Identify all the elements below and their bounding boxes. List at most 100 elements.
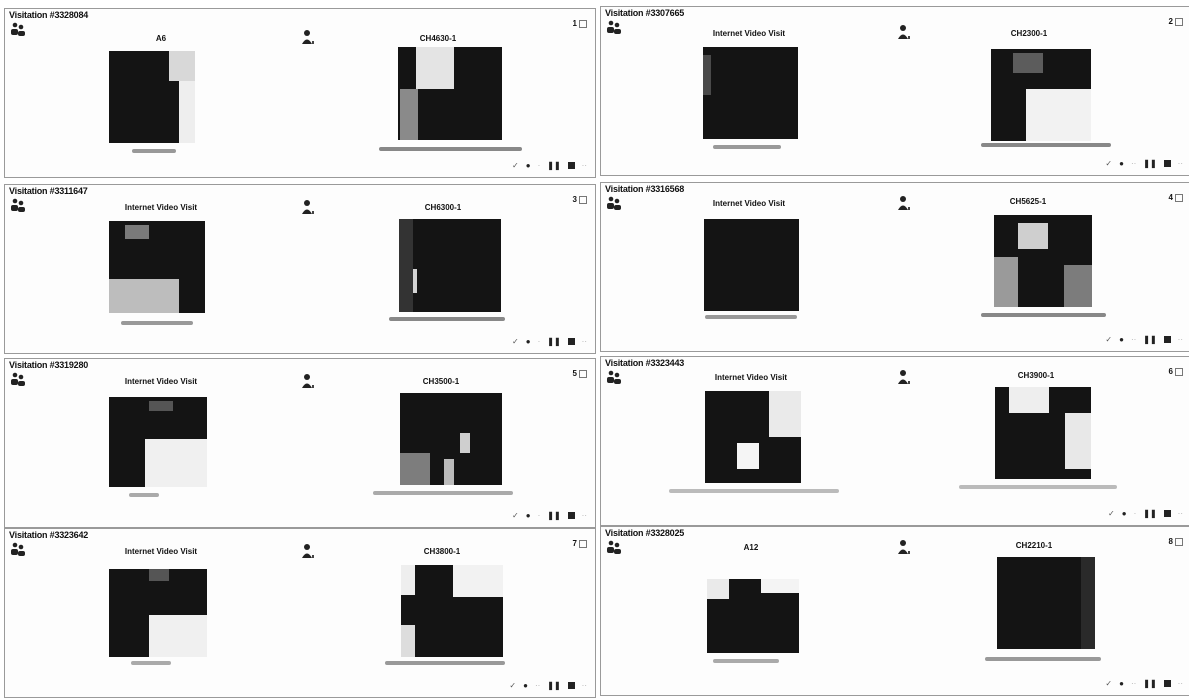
group-icon	[11, 22, 25, 36]
location-label: Internet Video Visit	[714, 373, 788, 382]
check-icon[interactable]: ✓	[509, 680, 517, 690]
stream-index: 2	[1169, 17, 1183, 26]
location-label: A6	[155, 34, 167, 43]
stream-index: 1	[573, 19, 587, 28]
visit-title: Visitation #3316568	[605, 184, 685, 194]
pause-icon[interactable]: ❚❚	[547, 510, 561, 520]
inmate-caption	[379, 147, 522, 151]
user-icon	[302, 544, 314, 558]
visitor-video	[109, 397, 207, 487]
inmate-video	[991, 49, 1091, 141]
check-icon[interactable]: ✓	[1105, 158, 1113, 168]
record-icon[interactable]: ●	[1119, 158, 1124, 168]
visitor-video	[109, 569, 207, 657]
record-icon[interactable]: ●	[525, 160, 531, 170]
check-icon[interactable]: ✓	[1105, 678, 1113, 688]
location-label: Internet Video Visit	[712, 29, 786, 38]
camera-label: CH2210-1	[1015, 541, 1053, 550]
visit-panel-2: Visitation #3307665 Internet Video Visit…	[600, 6, 1189, 176]
visitor-video	[707, 579, 799, 653]
pause-icon[interactable]: ❚❚	[547, 160, 561, 170]
playback-controls: ✓ ● · ❚❚ ··	[512, 336, 587, 346]
location-label: Internet Video Visit	[124, 377, 198, 386]
record-icon[interactable]: ●	[525, 336, 531, 346]
group-icon	[607, 540, 621, 554]
playback-controls: ✓ ● ·· ❚❚ ··	[1105, 678, 1183, 688]
visit-panel-6: Visitation #3323443 Internet Video Visit…	[600, 356, 1189, 526]
record-icon[interactable]: ●	[1121, 508, 1127, 518]
inmate-video	[398, 47, 502, 140]
camera-label: CH3900-1	[1017, 371, 1055, 380]
stop-icon[interactable]	[1163, 159, 1171, 167]
visitor-caption	[713, 659, 779, 663]
visitor-video	[109, 221, 205, 313]
user-icon	[898, 25, 910, 39]
group-icon	[607, 370, 621, 384]
record-icon[interactable]: ●	[1119, 334, 1124, 344]
stream-index: 8	[1169, 537, 1183, 546]
pause-icon[interactable]: ❚❚	[547, 680, 561, 690]
camera-label: CH4630-1	[419, 34, 457, 43]
record-icon[interactable]: ●	[1119, 678, 1124, 688]
inmate-caption	[981, 313, 1106, 317]
group-icon	[607, 196, 621, 210]
check-icon[interactable]: ✓	[512, 160, 519, 170]
check-icon[interactable]: ✓	[512, 336, 519, 346]
camera-label: CH3500-1	[422, 377, 460, 386]
inmate-caption	[373, 491, 513, 495]
record-icon[interactable]: ●	[523, 680, 528, 690]
location-label: Internet Video Visit	[712, 199, 786, 208]
inmate-video	[997, 557, 1095, 649]
location-label: Internet Video Visit	[124, 203, 198, 212]
user-icon	[302, 30, 314, 44]
visitor-caption	[129, 493, 159, 497]
visitor-caption	[132, 149, 176, 153]
visit-title: Visitation #3307665	[605, 8, 685, 18]
stop-icon[interactable]	[1163, 335, 1171, 343]
playback-controls: ✓ ● · ❚❚ ··	[1108, 508, 1183, 518]
inmate-caption	[389, 317, 505, 321]
check-icon[interactable]: ✓	[1108, 508, 1115, 518]
pause-icon[interactable]: ❚❚	[1143, 678, 1157, 688]
stream-index: 6	[1169, 367, 1183, 376]
visitor-video	[109, 51, 195, 143]
visitor-video	[704, 219, 799, 311]
visit-panel-1: Visitation #3328084 A6 CH4630-1 1 ✓ ● · …	[4, 8, 596, 178]
visitor-video	[703, 47, 798, 139]
stop-icon[interactable]	[567, 337, 575, 345]
stop-icon[interactable]	[567, 161, 575, 169]
camera-label: CH5625-1	[1009, 197, 1047, 206]
pause-icon[interactable]: ❚❚	[1143, 158, 1157, 168]
pause-icon[interactable]: ❚❚	[1143, 508, 1157, 518]
visit-panel-8: Visitation #3328025 A12 CH2210-1 8 ✓ ● ·…	[600, 526, 1189, 696]
inmate-caption	[985, 657, 1101, 661]
camera-label: CH3800-1	[423, 547, 461, 556]
visit-panel-3: Visitation #3311647 Internet Video Visit…	[4, 184, 596, 354]
check-icon[interactable]: ✓	[1105, 334, 1113, 344]
visitor-caption	[121, 321, 193, 325]
stop-icon[interactable]	[1163, 509, 1171, 517]
visit-title: Visitation #3311647	[9, 186, 88, 196]
location-label: A12	[743, 543, 759, 552]
stop-icon[interactable]	[567, 681, 575, 689]
inmate-video	[399, 219, 501, 312]
inmate-video	[995, 387, 1091, 479]
stop-icon[interactable]	[567, 511, 575, 519]
visit-title: Visitation #3328025	[605, 528, 685, 538]
inmate-caption	[959, 485, 1117, 489]
visit-title: Visitation #3319280	[9, 360, 89, 370]
stream-index: 7	[573, 539, 587, 548]
camera-label: CH6300-1	[424, 203, 462, 212]
stop-icon[interactable]	[1163, 679, 1171, 687]
pause-icon[interactable]: ❚❚	[1143, 334, 1157, 344]
group-icon	[11, 542, 25, 556]
visitor-caption	[131, 661, 171, 665]
inmate-caption	[385, 661, 505, 665]
record-icon[interactable]: ●	[525, 510, 531, 520]
pause-icon[interactable]: ❚❚	[547, 336, 561, 346]
group-icon	[607, 20, 621, 34]
inmate-video	[994, 215, 1092, 307]
check-icon[interactable]: ✓	[512, 510, 519, 520]
visit-title: Visitation #3323443	[605, 358, 685, 368]
visitor-caption	[713, 145, 781, 149]
